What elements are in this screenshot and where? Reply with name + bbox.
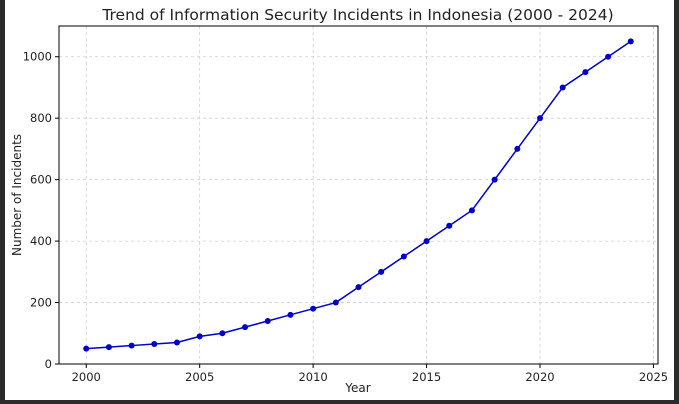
x-tick-label: 2010: [298, 370, 327, 384]
axes: 2000 2005 2010 2015 2020 2025 0 200 400 600 800 100…: [23, 25, 668, 384]
data-point: [219, 330, 226, 337]
data-point: [264, 317, 271, 324]
grid: [59, 26, 658, 365]
x-tick-label: 2000: [72, 370, 101, 384]
line-chart: Trend of Information Security Incidents …: [10, 6, 668, 395]
data-point: [514, 145, 521, 152]
data-point: [151, 341, 158, 348]
data-point: [105, 344, 112, 351]
data-point: [128, 342, 135, 349]
data-point: [310, 305, 317, 312]
y-axis-label: Number of Incidents: [10, 134, 24, 256]
x-tick-label: 2020: [525, 370, 554, 384]
data-point: [537, 115, 544, 122]
plot-frame: [58, 25, 659, 365]
x-axis-label: Year: [344, 381, 370, 395]
data-point: [491, 176, 498, 183]
x-tick-label: 2025: [639, 370, 668, 384]
data-point: [423, 238, 430, 245]
y-tick-label: 0: [45, 357, 52, 371]
y-tick-label: 800: [30, 111, 52, 125]
x-tick-label: 2015: [412, 370, 441, 384]
data-point: [468, 207, 475, 214]
data-point: [287, 311, 294, 318]
data-point: [582, 69, 589, 76]
chart-title: Trend of Information Security Incidents …: [101, 6, 613, 24]
data-point: [242, 324, 249, 331]
data-point: [83, 345, 90, 352]
y-tick-label: 1000: [23, 50, 52, 64]
data-point: [196, 333, 203, 340]
data-point: [400, 253, 407, 260]
y-tick-label: 400: [30, 234, 52, 248]
data-point: [355, 284, 362, 291]
data-point: [627, 38, 634, 45]
data-point: [446, 222, 453, 229]
series: [83, 38, 634, 352]
y-tick-label: 600: [30, 173, 52, 187]
data-point: [378, 268, 385, 275]
data-point: [605, 53, 612, 60]
chart-figure: Trend of Information Security Incidents …: [5, 0, 674, 400]
data-point: [559, 84, 566, 91]
data-point: [173, 339, 180, 346]
data-point: [332, 299, 339, 306]
y-tick-label: 200: [30, 296, 52, 310]
x-tick-label: 2005: [185, 370, 214, 384]
